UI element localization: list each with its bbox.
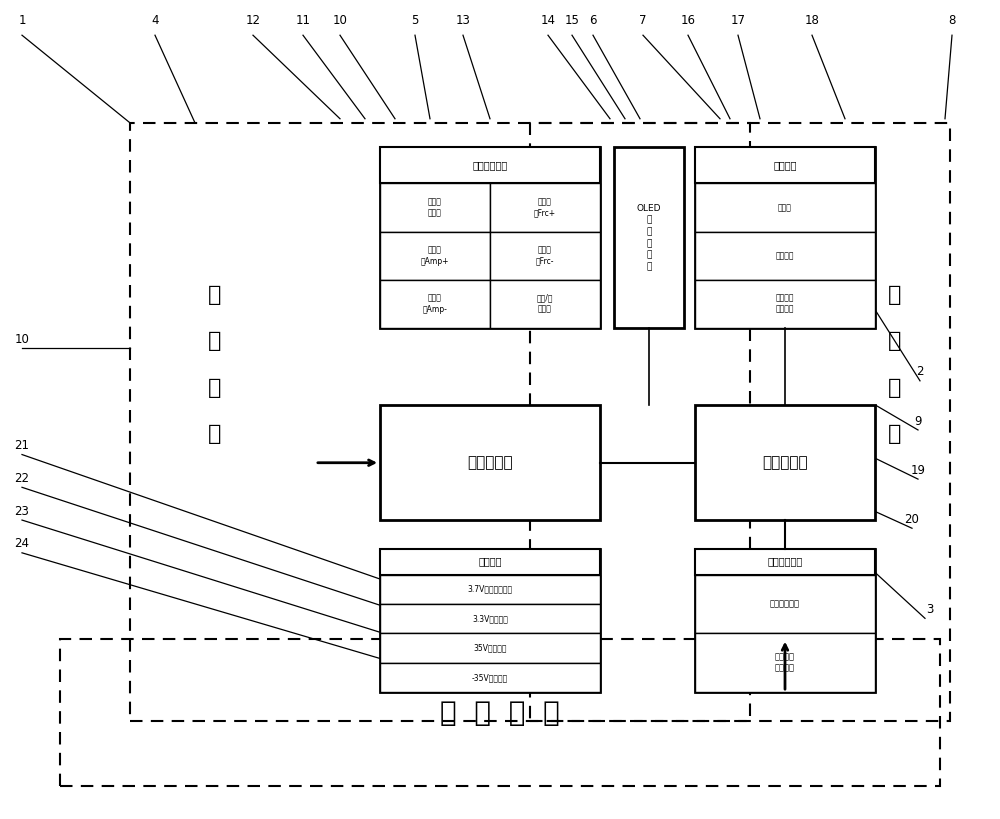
FancyBboxPatch shape [695,405,875,520]
Text: 双运放恒
流源电路: 双运放恒 流源电路 [775,653,795,672]
Text: 模式选
择按键: 模式选 择按键 [428,197,442,218]
Text: 微控制单元: 微控制单元 [467,455,513,470]
Text: 19: 19 [910,464,926,477]
Text: 11: 11 [296,14,310,27]
Text: OLED
液
晶
显
示
屏: OLED 液 晶 显 示 屏 [637,203,661,272]
Text: 3: 3 [926,603,934,616]
Text: 调幅按
键Amp-: 调幅按 键Amp- [423,293,447,314]
Text: 5: 5 [411,14,419,27]
FancyBboxPatch shape [695,183,875,232]
FancyBboxPatch shape [695,633,875,692]
FancyBboxPatch shape [695,232,875,279]
FancyBboxPatch shape [380,183,490,232]
Text: 17: 17 [730,14,746,27]
FancyBboxPatch shape [695,147,875,183]
FancyBboxPatch shape [695,279,875,328]
Text: 23: 23 [15,505,29,518]
Text: 调幅按
键Amp+: 调幅按 键Amp+ [421,246,449,265]
Text: 24: 24 [14,537,30,550]
Text: 安全模块: 安全模块 [773,161,797,170]
FancyBboxPatch shape [380,549,600,692]
Text: 相位/占
空比键: 相位/占 空比键 [537,293,553,314]
Text: 刺  激  电  极: 刺 激 电 极 [440,699,560,726]
FancyBboxPatch shape [490,279,600,328]
Text: -35V降压电路: -35V降压电路 [472,673,508,682]
Text: 10: 10 [333,14,347,27]
Text: 35V升压电路: 35V升压电路 [473,644,507,653]
Text: 21: 21 [14,439,30,452]
Text: 1: 1 [18,14,26,27]
FancyBboxPatch shape [380,147,600,183]
FancyBboxPatch shape [380,604,600,633]
Text: 电流控制电路: 电流控制电路 [767,557,803,567]
Text: 3.7V聚合物锂电池: 3.7V聚合物锂电池 [467,585,513,594]
FancyBboxPatch shape [614,147,684,328]
Text: 12: 12 [246,14,260,27]
Text: 模数转换器: 模数转换器 [762,455,808,470]
FancyBboxPatch shape [380,575,600,604]
Text: 电源模块: 电源模块 [478,557,502,567]
Text: 调频按
键Frc-: 调频按 键Frc- [536,246,554,265]
Text: 用户操作按键: 用户操作按键 [472,161,508,170]
Text: 13: 13 [456,14,470,27]
FancyBboxPatch shape [380,549,600,575]
Text: 22: 22 [14,472,30,485]
Text: 7: 7 [639,14,647,27]
FancyBboxPatch shape [490,183,600,232]
Text: 软

件

程

序: 软 件 程 序 [208,285,222,444]
Text: 20: 20 [905,513,919,526]
Text: 18: 18 [805,14,819,27]
Text: 6: 6 [589,14,597,27]
FancyBboxPatch shape [695,575,875,633]
Text: 阻抗检测: 阻抗检测 [776,251,794,260]
FancyBboxPatch shape [490,232,600,279]
Text: 14: 14 [540,14,556,27]
Text: 硬

件

电

路: 硬 件 电 路 [888,285,902,444]
FancyBboxPatch shape [695,147,875,328]
FancyBboxPatch shape [380,147,600,328]
Text: 刺激参数
阈值设定: 刺激参数 阈值设定 [776,293,794,314]
FancyBboxPatch shape [380,279,490,328]
FancyBboxPatch shape [380,633,600,663]
FancyBboxPatch shape [695,549,875,692]
FancyBboxPatch shape [380,232,490,279]
Text: 4: 4 [151,14,159,27]
Text: 15: 15 [565,14,579,27]
Text: 调频按
键Frc+: 调频按 键Frc+ [534,197,556,218]
Text: 10: 10 [15,333,29,346]
FancyBboxPatch shape [695,549,875,575]
Text: 9: 9 [914,414,922,428]
Text: 电压偏置电路: 电压偏置电路 [770,600,800,609]
FancyBboxPatch shape [380,405,600,520]
Text: 保险丝: 保险丝 [778,203,792,212]
Text: 8: 8 [948,14,956,27]
FancyBboxPatch shape [380,663,600,692]
Text: 2: 2 [916,365,924,378]
Text: 3.3V降压电路: 3.3V降压电路 [472,614,508,623]
Text: 16: 16 [680,14,696,27]
